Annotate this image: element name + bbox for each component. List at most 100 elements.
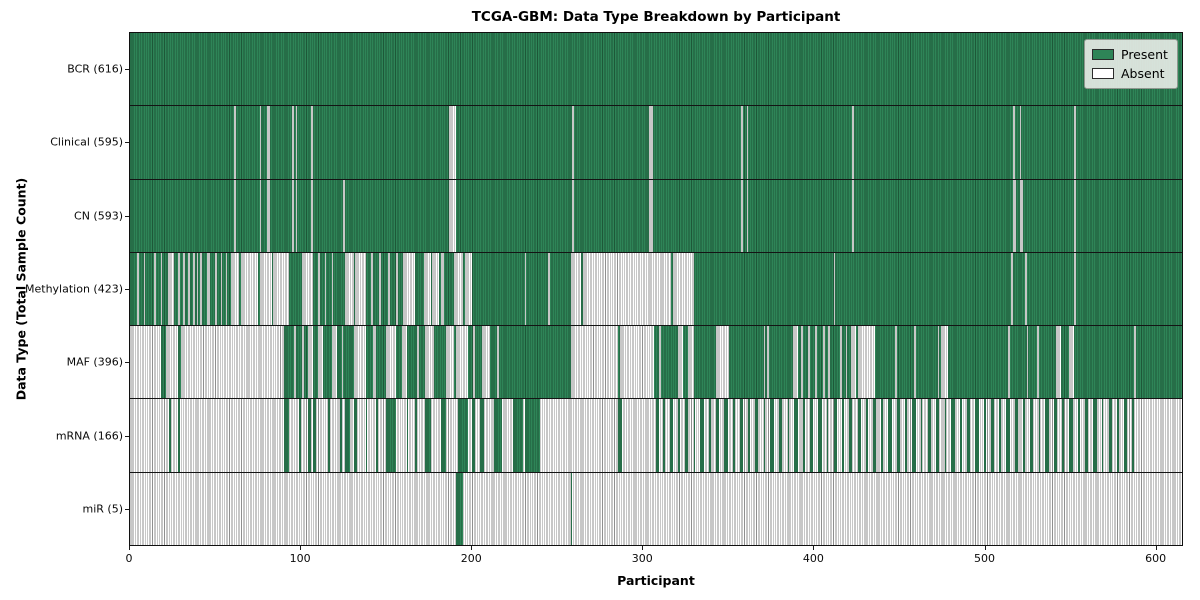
absent-mark: [225, 252, 228, 326]
absent-mark: [1007, 326, 1010, 399]
absent-mark: [234, 179, 236, 252]
absent-mark: [324, 252, 327, 326]
present-mark: [1132, 399, 1135, 472]
absent-mark: [828, 326, 831, 399]
x-axis-label: Participant: [617, 573, 695, 588]
absent-mark: [1019, 106, 1022, 179]
present-mark: [983, 399, 986, 472]
present-mark: [299, 399, 301, 472]
present-mark: [802, 399, 805, 472]
absent-mark: [345, 252, 354, 326]
absent-mark: [311, 179, 313, 252]
absent-mark: [741, 106, 744, 179]
y-tick-mark: [125, 362, 129, 364]
present-mark: [888, 399, 892, 472]
absent-mark: [370, 252, 373, 326]
absent-mark: [497, 326, 499, 399]
absent-mark: [1019, 179, 1024, 252]
present-mark: [927, 399, 931, 472]
absent-mark: [401, 326, 407, 399]
absent-mark: [895, 326, 897, 399]
present-mark: [312, 399, 317, 472]
absent-mark: [136, 252, 139, 326]
present-mark: [1038, 399, 1041, 472]
present-mark: [857, 399, 861, 472]
present-mark: [307, 399, 312, 472]
present-mark: [1053, 399, 1058, 472]
x-tick-mark: [1155, 546, 1157, 550]
absent-mark: [440, 252, 445, 326]
absent-mark: [570, 252, 581, 326]
present-mark: [1014, 399, 1019, 472]
absent-mark: [372, 326, 376, 399]
absent-mark: [302, 326, 305, 399]
y-tick-mark: [125, 215, 129, 217]
present-mark: [386, 399, 397, 472]
absent-mark: [445, 326, 455, 399]
absent-mark: [572, 179, 575, 252]
absent-mark: [1069, 326, 1075, 399]
absent-mark: [850, 326, 856, 399]
absent-mark: [649, 179, 653, 252]
absent-mark: [259, 106, 262, 179]
present-mark: [715, 399, 720, 472]
absent-mark: [807, 326, 810, 399]
absent-mark: [741, 179, 744, 252]
present-mark: [708, 399, 711, 472]
present-mark: [1069, 399, 1073, 472]
absent-mark: [767, 326, 769, 399]
present-mark: [406, 399, 409, 472]
absent-mark: [1134, 326, 1136, 399]
present-mark: [732, 399, 735, 472]
absent-mark: [572, 106, 575, 179]
x-tick-marks: 0 100 200 300 400 500 600: [126, 546, 1183, 568]
absent-mark: [913, 326, 916, 399]
present-mark: [283, 399, 289, 472]
absent-mark: [293, 326, 296, 399]
absent-mark: [386, 326, 397, 399]
absent-mark: [317, 326, 323, 399]
present-mark: [345, 399, 351, 472]
absent-mark: [160, 252, 163, 326]
present-mark: [471, 399, 475, 472]
present-mark: [848, 399, 853, 472]
y-tick-mark: [125, 435, 129, 437]
absent-mark: [193, 252, 195, 326]
absent-mark: [403, 252, 416, 326]
present-mark: [951, 399, 955, 472]
absent-mark: [473, 326, 475, 399]
present-mark: [959, 399, 962, 472]
present-mark: [375, 399, 378, 472]
absent-mark: [396, 252, 399, 326]
present-mark: [618, 399, 622, 472]
absent-mark: [130, 326, 161, 399]
present-mark: [724, 399, 728, 472]
present-mark: [818, 399, 822, 472]
x-tick-mark: [813, 546, 815, 550]
present-mark: [936, 399, 940, 472]
absent-mark: [302, 252, 313, 326]
present-mark: [1030, 399, 1034, 472]
present-mark: [999, 399, 1001, 472]
absent-mark: [823, 326, 826, 399]
present-mark: [833, 399, 838, 472]
present-mark: [872, 399, 877, 472]
x-tick-mark: [984, 546, 986, 550]
present-mark: [990, 399, 995, 472]
absent-mark: [423, 252, 431, 326]
absent-mark: [292, 106, 294, 179]
x-tick-mark: [300, 546, 302, 550]
present-mark: [842, 399, 844, 472]
present-mark: [440, 399, 446, 472]
absent-mark: [673, 252, 694, 326]
present-mark: [365, 399, 368, 472]
present-mark: [457, 399, 469, 472]
y-tick-label-mRNA: mRNA (166): [55, 429, 123, 443]
absent-mark: [1074, 106, 1077, 179]
present-mark: [1101, 399, 1104, 472]
absent-mark: [845, 326, 848, 399]
y-tick-label-CN: CN (593): [74, 209, 123, 223]
absent-mark: [177, 252, 180, 326]
present-mark: [866, 399, 868, 472]
absent-mark: [449, 106, 457, 179]
